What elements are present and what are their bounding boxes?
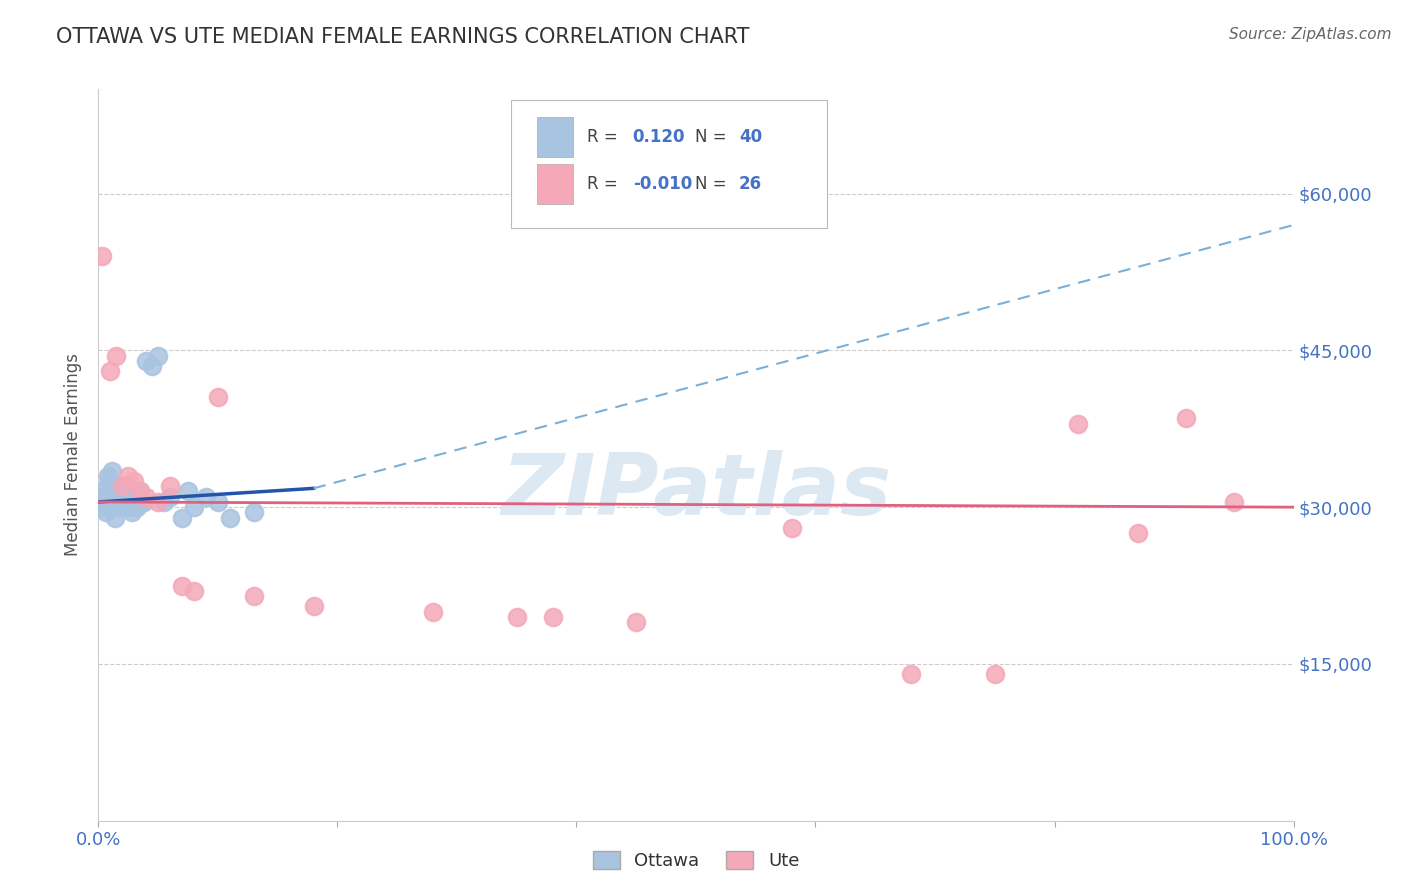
Text: Source: ZipAtlas.com: Source: ZipAtlas.com	[1229, 27, 1392, 42]
Point	[93, 500, 115, 515]
Point	[129, 484, 152, 499]
Point	[112, 479, 135, 493]
Point	[506, 610, 529, 624]
Point	[98, 500, 122, 515]
Point	[541, 610, 564, 624]
Point	[124, 490, 146, 504]
Point	[172, 578, 194, 592]
Point	[159, 479, 181, 493]
Point	[114, 495, 136, 509]
Point	[177, 484, 200, 499]
Point	[110, 500, 132, 515]
Text: 26: 26	[740, 176, 762, 194]
Text: ZIPatlas: ZIPatlas	[501, 450, 891, 533]
Point	[124, 474, 146, 488]
Point	[626, 615, 648, 629]
Point	[135, 490, 157, 504]
Point	[132, 495, 155, 509]
Point	[422, 605, 444, 619]
Point	[104, 510, 127, 524]
Point	[1067, 417, 1090, 431]
Text: R =: R =	[588, 176, 623, 194]
Point	[97, 468, 120, 483]
Point	[129, 484, 152, 499]
Point	[302, 599, 325, 614]
Y-axis label: Median Female Earnings: Median Female Earnings	[65, 353, 83, 557]
Point	[135, 354, 157, 368]
Point	[103, 495, 125, 509]
Point	[1175, 411, 1198, 425]
Point	[91, 490, 114, 504]
Point	[219, 510, 242, 524]
Point	[98, 474, 122, 488]
Text: -0.010: -0.010	[633, 176, 692, 194]
Point	[105, 484, 128, 499]
Text: 40: 40	[740, 128, 762, 145]
Point	[1223, 495, 1246, 509]
Point	[91, 249, 114, 263]
Point	[183, 583, 205, 598]
Point	[107, 479, 129, 493]
Point	[98, 364, 122, 378]
Point	[98, 484, 121, 499]
Point	[153, 495, 176, 509]
Text: R =: R =	[588, 128, 623, 145]
Text: OTTAWA VS UTE MEDIAN FEMALE EARNINGS CORRELATION CHART: OTTAWA VS UTE MEDIAN FEMALE EARNINGS COR…	[56, 27, 749, 46]
Point	[91, 495, 114, 509]
Bar	[537, 164, 572, 204]
Point	[100, 464, 122, 478]
Point	[243, 589, 266, 603]
Bar	[537, 117, 572, 157]
Point	[148, 495, 170, 509]
Point	[900, 667, 922, 681]
Point	[243, 505, 266, 519]
FancyBboxPatch shape	[510, 100, 827, 228]
Point	[183, 500, 205, 515]
Point	[111, 484, 134, 499]
Point	[984, 667, 1007, 681]
Point	[121, 505, 143, 519]
Point	[96, 479, 118, 493]
Point	[207, 391, 229, 405]
Point	[148, 349, 170, 363]
Point	[101, 490, 124, 504]
Point	[94, 505, 117, 519]
Point	[105, 349, 128, 363]
Point	[125, 500, 148, 515]
Point	[111, 479, 134, 493]
Point	[207, 495, 229, 509]
Point	[172, 510, 194, 524]
Point	[195, 490, 218, 504]
Point	[118, 500, 141, 515]
Point	[780, 521, 803, 535]
Text: N =: N =	[695, 128, 731, 145]
Point	[117, 468, 139, 483]
Point	[159, 490, 181, 504]
Point	[141, 359, 163, 373]
Point	[1128, 526, 1150, 541]
Text: 0.120: 0.120	[633, 128, 685, 145]
Point	[107, 500, 129, 515]
Point	[115, 490, 138, 504]
Legend: Ottawa, Ute: Ottawa, Ute	[585, 844, 807, 878]
Point	[108, 490, 131, 504]
Text: N =: N =	[695, 176, 731, 194]
